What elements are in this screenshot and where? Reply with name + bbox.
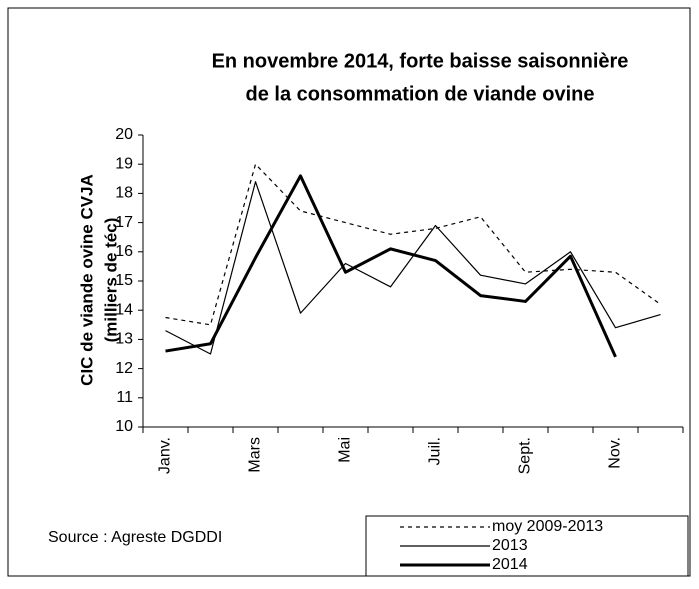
y-tick-label: 16 xyxy=(115,243,133,260)
y-tick-label: 13 xyxy=(115,331,133,348)
y-tick-label: 12 xyxy=(115,360,133,377)
y-tick-label: 14 xyxy=(115,301,133,318)
x-tick-label: Mai xyxy=(337,437,354,463)
y-tick-label: 20 xyxy=(115,126,133,143)
series-line xyxy=(165,174,617,358)
x-tick-label: Nov. xyxy=(607,437,624,469)
x-tick-label: Janv. xyxy=(157,437,174,474)
y-tick-label: 10 xyxy=(115,418,133,435)
source-note: Source : Agreste DGDDI xyxy=(48,529,222,546)
chart-frame xyxy=(7,7,691,577)
x-tick-label: Mars xyxy=(247,437,264,473)
legend-label: 2014 xyxy=(492,556,528,573)
y-axis-label: (milliers de téc) xyxy=(101,218,120,343)
x-tick-label: Juil. xyxy=(427,437,444,465)
x-tick-label: Sept. xyxy=(517,437,534,474)
y-tick-label: 11 xyxy=(116,389,133,406)
y-tick-label: 15 xyxy=(115,272,133,289)
y-axis-label: CIC de viande ovine CVJA xyxy=(77,174,96,386)
y-tick-label: 18 xyxy=(115,185,133,202)
y-tick-label: 17 xyxy=(115,214,133,231)
y-tick-label: 19 xyxy=(115,155,133,172)
legend-label: 2013 xyxy=(492,537,528,554)
legend-label: moy 2009-2013 xyxy=(492,518,603,535)
chart-title: En novembre 2014, forte baisse saisonniè… xyxy=(212,50,629,72)
chart-title: de la consommation de viande ovine xyxy=(246,83,595,105)
